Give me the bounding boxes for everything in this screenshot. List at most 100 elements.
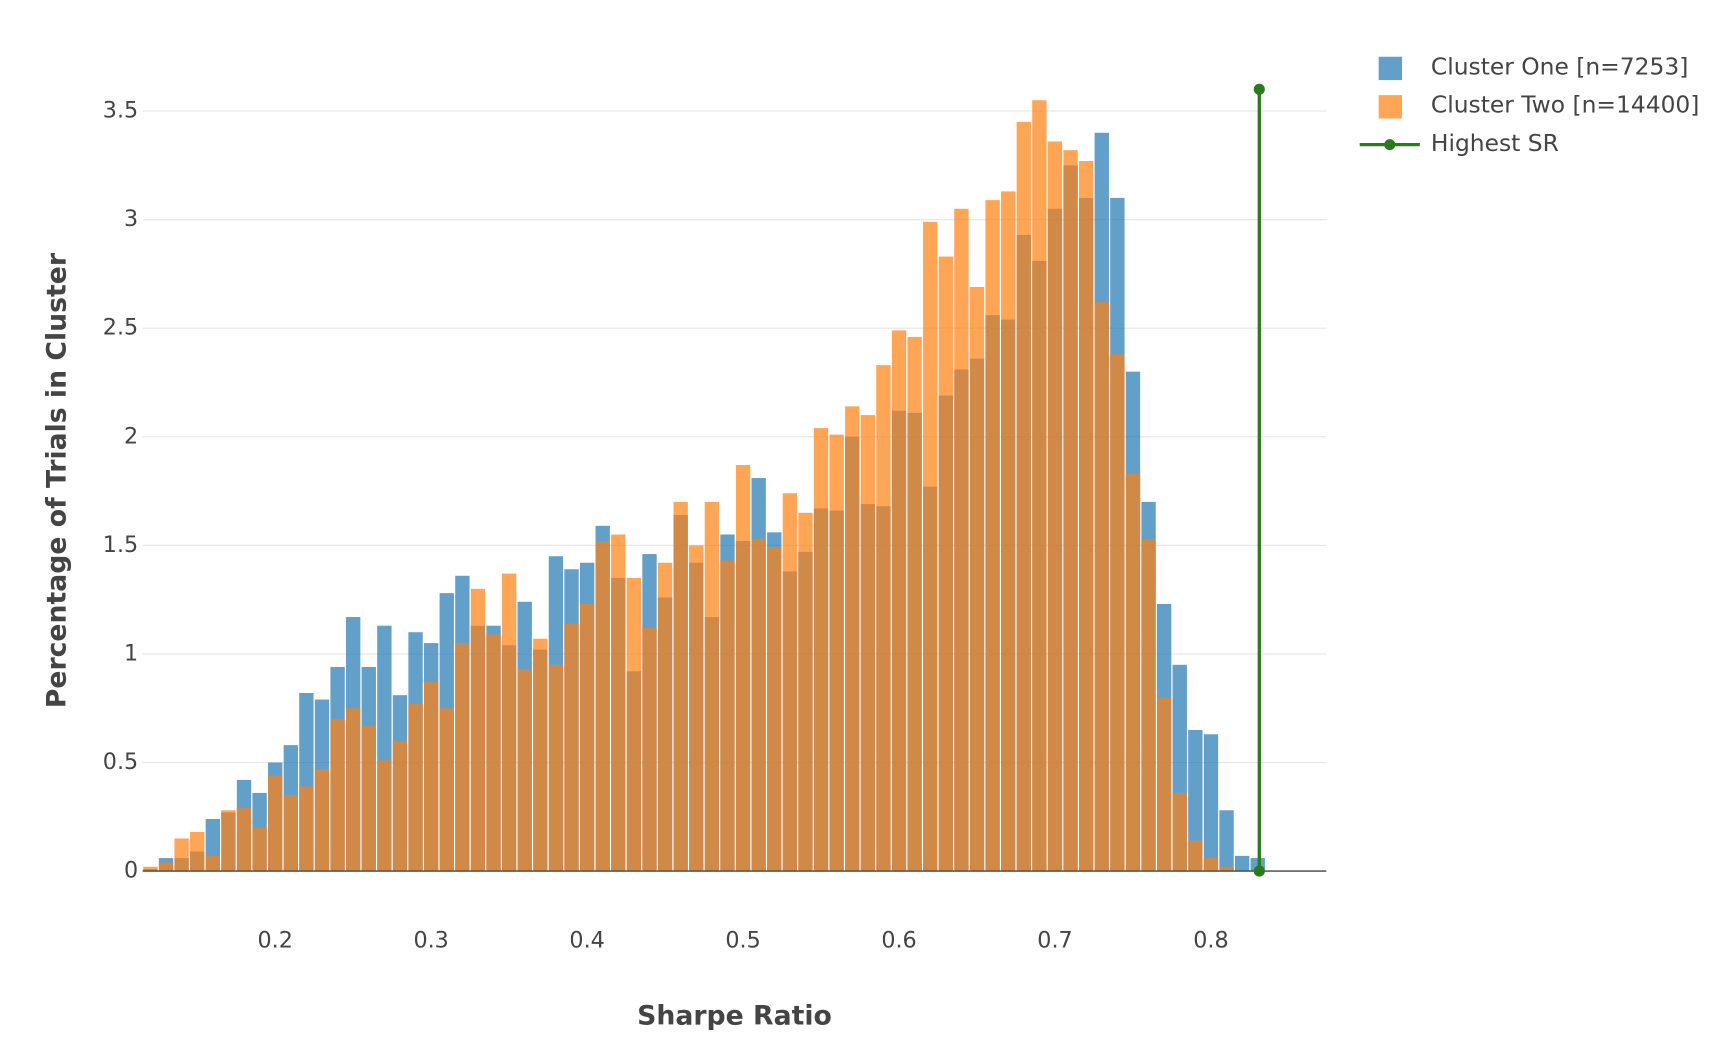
bar (689, 545, 704, 872)
bar (891, 330, 907, 872)
bar (252, 827, 267, 872)
bar (954, 208, 969, 872)
y-tick-label: 2.5 (103, 315, 138, 341)
x-tick-label: 0.6 (881, 928, 916, 954)
bar (346, 708, 361, 872)
bar (1063, 150, 1078, 872)
bar (1219, 810, 1234, 872)
legend-swatch (1378, 95, 1403, 119)
bar (205, 855, 220, 872)
bar (1125, 473, 1141, 872)
bar (642, 627, 657, 872)
bar (1032, 100, 1047, 872)
bar (813, 428, 829, 872)
y-tick-label: 3.5 (103, 98, 138, 124)
bar (143, 866, 158, 872)
bar (1203, 858, 1219, 872)
bar (720, 560, 735, 872)
bar (595, 541, 610, 872)
bar (392, 740, 408, 872)
bar (579, 603, 595, 872)
highest-sr-marker (1253, 865, 1265, 877)
bar (236, 808, 252, 872)
overlay (142, 83, 1327, 877)
bar (673, 501, 688, 872)
bar (985, 200, 1000, 872)
y-tick-label: 0 (124, 858, 138, 884)
bar (1110, 354, 1125, 872)
bar (829, 434, 844, 872)
bar (1016, 121, 1031, 872)
bar (486, 634, 501, 872)
bar (283, 795, 298, 872)
bar (330, 719, 345, 872)
bar (860, 415, 876, 872)
bar (1001, 191, 1016, 872)
bar (1188, 840, 1203, 872)
bar (798, 512, 813, 872)
bar (1172, 792, 1187, 872)
bar (439, 708, 454, 872)
bar (782, 493, 798, 872)
bar (361, 725, 376, 872)
bar (657, 562, 673, 872)
bar (1156, 697, 1172, 872)
bar (533, 638, 548, 872)
bar (845, 406, 860, 872)
bar (1234, 855, 1250, 872)
bar (408, 703, 423, 872)
bar (1203, 734, 1219, 872)
legend-label: Cluster Two [n=14400] (1431, 91, 1699, 119)
bar (938, 256, 953, 872)
legend-swatch (1378, 56, 1403, 81)
bar (751, 538, 766, 872)
bar (1188, 729, 1203, 872)
bar (969, 286, 985, 872)
bar (626, 577, 642, 872)
y-tick-label: 1.5 (103, 532, 138, 558)
x-tick-label: 0.5 (725, 928, 760, 954)
bar (1141, 538, 1156, 872)
bar (735, 465, 751, 872)
x-tick-label: 0.8 (1193, 928, 1228, 954)
bar (704, 501, 720, 872)
x-tick-label: 0.3 (413, 928, 448, 954)
legend-marker (1384, 139, 1396, 151)
bar (907, 336, 922, 872)
bar (876, 365, 891, 872)
legend: Cluster One [n=7253] Cluster Two [n=14400… (1359, 52, 1699, 157)
highest-sr-marker (1253, 83, 1265, 95)
bars (143, 100, 1265, 872)
y-tick-label: 1 (124, 640, 138, 666)
bar (767, 547, 782, 872)
x-tick-label: 0.7 (1037, 928, 1072, 954)
y-tick-label: 0.5 (103, 749, 138, 775)
bar (268, 775, 283, 872)
y-tick-label: 2 (124, 423, 138, 449)
bar (158, 862, 174, 872)
bar (314, 769, 330, 872)
bar (548, 664, 564, 872)
bar (1079, 161, 1094, 872)
x-axis-title: Sharpe Ratio (637, 1000, 832, 1031)
bar (564, 623, 579, 872)
bar (221, 810, 236, 872)
bar (611, 534, 626, 872)
legend-label: Cluster One [n=7253] (1431, 52, 1688, 80)
x-tick-label: 0.4 (569, 928, 604, 954)
bar (1219, 866, 1234, 872)
bar (190, 831, 205, 872)
bar (423, 682, 439, 872)
bar (455, 643, 470, 872)
y-axis-title: Percentage of Trials in Cluster (42, 252, 73, 708)
bar (470, 588, 486, 872)
bar (377, 760, 392, 872)
bar (501, 573, 517, 872)
bar (299, 786, 314, 872)
x-tick-label: 0.2 (258, 928, 293, 954)
bar (1094, 302, 1109, 872)
bar (174, 838, 189, 872)
bar (923, 221, 938, 872)
y-tick-label: 3 (124, 206, 138, 232)
